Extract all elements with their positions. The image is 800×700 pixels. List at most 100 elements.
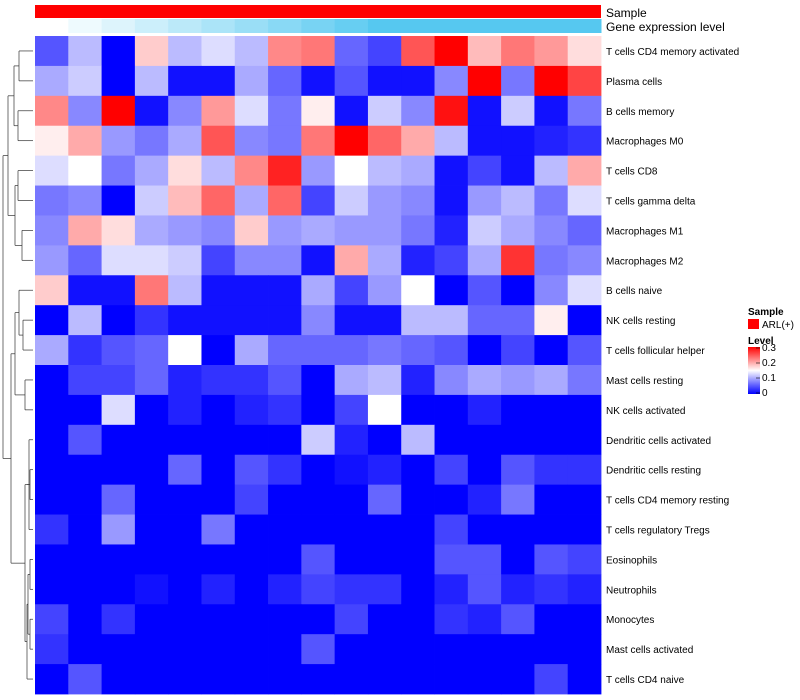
heatmap-cell — [434, 514, 469, 545]
heatmap-cell — [35, 125, 69, 157]
heatmap-cell — [234, 365, 269, 396]
heatmap-cell — [68, 424, 102, 456]
heatmap-cell — [35, 36, 69, 67]
heatmap-cell — [534, 454, 569, 486]
heatmap-cell — [301, 305, 336, 336]
heatmap-cell — [567, 95, 602, 127]
heatmap-cell — [201, 215, 236, 246]
heatmap-cell — [35, 664, 69, 695]
heatmap-cell — [101, 424, 136, 456]
heatmap-cell — [68, 185, 102, 216]
heatmap-cell — [567, 574, 602, 605]
heatmap-cell — [68, 484, 102, 515]
heatmap-cell — [168, 544, 202, 575]
heatmap-cell — [35, 454, 69, 486]
heatmap-cell — [101, 215, 136, 246]
heatmap-cell — [134, 215, 169, 246]
annotation-gene-cell — [234, 19, 269, 33]
heatmap-cell — [467, 634, 502, 665]
heatmap-cell — [168, 65, 202, 97]
heatmap-cell — [168, 215, 202, 246]
heatmap-cell — [567, 155, 602, 186]
heatmap-cell — [168, 95, 202, 127]
heatmap-cell — [268, 155, 302, 186]
heatmap-cell — [367, 544, 402, 575]
heatmap-cell — [334, 95, 369, 127]
row-label: Mast cells activated — [606, 645, 693, 656]
heatmap-cell — [501, 65, 535, 97]
heatmap-cell — [35, 604, 69, 635]
heatmap-cell — [334, 185, 369, 216]
heatmap-cell — [567, 335, 602, 366]
heatmap-cell — [567, 65, 602, 97]
heatmap-cell — [401, 544, 435, 575]
heatmap-cell — [467, 454, 502, 486]
heatmap-cell — [334, 155, 369, 186]
heatmap-cell — [101, 245, 136, 276]
heatmap-cell — [401, 454, 435, 486]
heatmap-cell — [501, 36, 535, 67]
heatmap-cell — [467, 394, 502, 426]
heatmap-cell — [301, 65, 336, 97]
heatmap-cell — [201, 574, 236, 605]
heatmap-cell — [234, 544, 269, 575]
heatmap-cell — [101, 95, 136, 127]
heatmap-cell — [567, 484, 602, 515]
heatmap-cell — [534, 365, 569, 396]
heatmap-cell — [68, 125, 102, 157]
row-label: T cells regulatory Tregs — [606, 526, 710, 537]
heatmap-cell — [101, 365, 136, 396]
heatmap-cell — [268, 604, 302, 635]
heatmap-cell — [401, 574, 435, 605]
heatmap-cell — [35, 394, 69, 426]
heatmap-cell — [501, 305, 535, 336]
row-label: Macrophages M1 — [606, 226, 684, 237]
heatmap-cell — [68, 155, 102, 186]
heatmap-cell — [301, 215, 336, 246]
row-label: T cells CD4 memory activated — [606, 47, 739, 58]
heatmap-cell — [334, 604, 369, 635]
heatmap-cell — [35, 514, 69, 545]
heatmap-cell — [434, 215, 469, 246]
row-label: Dendritic cells resting — [606, 466, 701, 477]
row-label: Dendritic cells activated — [606, 436, 711, 447]
row-label: Macrophages M2 — [606, 256, 684, 267]
heatmap-cell — [534, 95, 569, 127]
heatmap-cell — [134, 155, 169, 186]
heatmap-cell — [401, 664, 435, 695]
heatmap-cell — [301, 394, 336, 426]
heatmap-cell — [501, 335, 535, 366]
heatmap-cell — [334, 454, 369, 486]
heatmap-cell — [367, 36, 402, 67]
heatmap-cell — [334, 365, 369, 396]
heatmap-cell — [268, 36, 302, 67]
heatmap-cell — [35, 65, 69, 97]
heatmap-cell — [401, 394, 435, 426]
heatmap-cell — [168, 514, 202, 545]
heatmap-cell — [434, 394, 469, 426]
heatmap-cell — [168, 574, 202, 605]
row-label: T cells CD8 — [606, 167, 658, 178]
heatmap-cell — [534, 305, 569, 336]
heatmap-cell — [501, 604, 535, 635]
annotation-gene-cell — [301, 19, 336, 33]
row-label: B cells memory — [606, 107, 674, 118]
heatmap-cell — [401, 95, 435, 127]
heatmap-cell — [501, 394, 535, 426]
heatmap-cell — [434, 484, 469, 515]
heatmap-cell — [35, 335, 69, 366]
heatmap-cell — [234, 454, 269, 486]
heatmap-cell — [334, 305, 369, 336]
heatmap-cell — [301, 484, 336, 515]
heatmap-cell — [201, 36, 236, 67]
heatmap-cell — [401, 155, 435, 186]
heatmap-cell — [501, 155, 535, 186]
heatmap-cell — [234, 424, 269, 456]
heatmap-cell — [334, 275, 369, 306]
annotation-gene-cell — [168, 19, 202, 33]
heatmap-cell — [301, 335, 336, 366]
heatmap-cell — [268, 514, 302, 545]
heatmap-cell — [101, 125, 136, 157]
heatmap-cell — [68, 454, 102, 486]
heatmap-cell — [268, 245, 302, 276]
